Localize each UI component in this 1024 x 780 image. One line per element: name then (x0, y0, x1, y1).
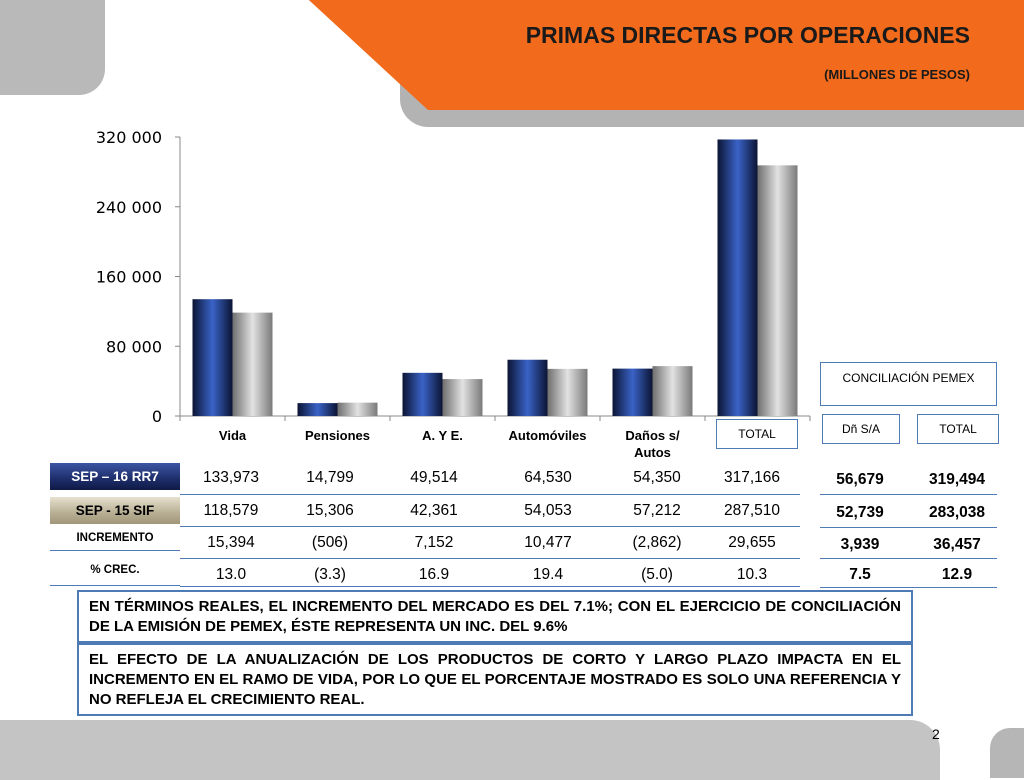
table-row-divider (180, 586, 800, 587)
conciliacion-header-dnsa: Dñ S/A (822, 414, 900, 444)
table-cell: 54,053 (524, 502, 572, 519)
bar-sep16 (717, 139, 758, 416)
row-label-sep16: SEP – 16 RR7 (50, 463, 180, 490)
bar-sep16 (192, 299, 233, 416)
bar-sep16 (507, 359, 548, 416)
bar-sep16 (297, 403, 338, 416)
y-tick-label: 160 000 (96, 268, 162, 287)
table-cell: (506) (311, 534, 349, 551)
table-cell: 57,212 (633, 502, 681, 519)
bar-sep15 (337, 402, 378, 416)
table-cell: 49,514 (410, 469, 458, 486)
table-row-divider (180, 494, 800, 495)
conciliacion-row-divider (820, 527, 997, 528)
page-number: 2 (932, 726, 940, 742)
conciliacion-cell: 36,457 (933, 536, 981, 553)
conciliacion-cell: 3,939 (840, 536, 880, 553)
y-tick-label: 0 (152, 407, 162, 426)
y-tick-label: 240 000 (96, 198, 162, 217)
bar-sep15 (232, 312, 273, 416)
row-label-crec: % CREC. (50, 561, 180, 586)
conciliacion-cell: 7.5 (849, 566, 871, 583)
conciliacion-cell: 319,494 (928, 471, 986, 488)
table-cell: 10,477 (524, 534, 572, 551)
note-real-terms: EN TÉRMINOS REALES, EL INCREMENTO DEL ME… (77, 590, 913, 643)
page-title: PRIMAS DIRECTAS POR OPERACIONES (525, 22, 970, 48)
bar-sep15 (652, 366, 693, 416)
table-cell: 64,530 (524, 469, 572, 486)
header-banner (298, 0, 1024, 110)
footer-corner (990, 728, 1024, 778)
table-cell: 16.9 (418, 566, 450, 583)
conciliacion-title: CONCILIACIÓN PEMEX (820, 362, 997, 406)
conciliacion-row-divider (820, 494, 997, 495)
table-cell: 42,361 (410, 502, 458, 519)
conciliacion-cell: 52,739 (836, 504, 884, 521)
bar-sep16 (612, 368, 653, 416)
row-label-incremento: INCREMENTO (50, 527, 180, 551)
table-cell: 54,350 (633, 469, 681, 486)
conciliacion-cell: 283,038 (928, 504, 986, 521)
table-cell: 15,394 (207, 534, 255, 551)
table-cell: (2,862) (632, 534, 682, 551)
bar-chart: 0 80 000 160 000 240 000 320 000 Vida Pension… (96, 128, 811, 460)
y-tick-label: 320 000 (96, 128, 162, 147)
table-cell: 10.3 (736, 566, 768, 583)
bar-sep15 (442, 379, 483, 416)
table-row-divider (180, 558, 800, 559)
footer-band (0, 720, 940, 780)
x-category-label: Pensiones (305, 428, 370, 443)
table-cell: 133,973 (202, 469, 260, 486)
bar-sep15 (547, 368, 588, 416)
conciliacion-cell: 12.9 (941, 566, 973, 583)
table-cell: 7,152 (414, 534, 454, 551)
table-cell: (5.0) (641, 566, 673, 583)
row-label-sep15: SEP - 15 SIF (50, 497, 180, 524)
bar-sep16 (402, 372, 443, 416)
conciliacion-header-total: TOTAL (917, 414, 999, 444)
table-cell: 15,306 (306, 502, 354, 519)
x-category-label: Automóviles (508, 428, 586, 443)
x-category-label: Daños s/ (625, 428, 680, 443)
bar-sep15 (757, 165, 798, 416)
page-subtitle: (MILLONES DE PESOS) (824, 67, 970, 82)
y-tick-label: 80 000 (106, 337, 162, 356)
table-cell: 13.0 (215, 566, 247, 583)
table-row-divider (180, 526, 800, 527)
note-annualization: EL EFECTO DE LA ANUALIZACIÓN DE LOS PROD… (77, 643, 913, 716)
table-cell: 287,510 (723, 502, 781, 519)
x-category-label: Vida (219, 428, 247, 443)
conciliacion-row-divider (820, 587, 997, 588)
total-column-header: TOTAL (716, 419, 798, 449)
table-cell: 317,166 (723, 469, 781, 486)
table-cell: 118,579 (203, 502, 259, 519)
table-cell: (3.3) (314, 566, 346, 583)
table-cell: 19.4 (532, 566, 564, 583)
table-cell: 14,799 (306, 469, 354, 486)
corner-decoration (0, 0, 105, 95)
conciliacion-cell: 56,679 (836, 471, 884, 488)
table-cell: 29,655 (728, 534, 776, 551)
x-category-label: Autos (634, 445, 671, 460)
conciliacion-row-divider (820, 558, 997, 559)
x-category-label: A. Y E. (422, 428, 463, 443)
